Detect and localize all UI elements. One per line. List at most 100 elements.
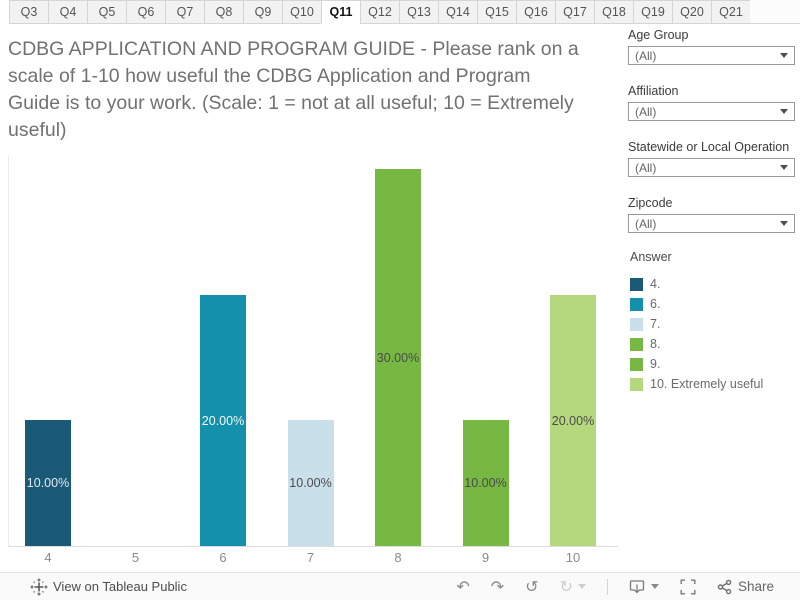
tab-q9[interactable]: Q9 <box>243 0 282 24</box>
x-axis-label-8: 8 <box>394 550 402 565</box>
toolbar-actions: ↶ ↷ ↺ ↻ <box>456 576 774 596</box>
bar-9[interactable]: 10.00% <box>462 420 509 546</box>
reset-button[interactable]: ↺ <box>525 576 539 596</box>
tab-q4[interactable]: Q4 <box>48 0 87 24</box>
legend-label: 10. Extremely useful <box>650 377 764 391</box>
fullscreen-icon <box>680 579 696 594</box>
redo-button[interactable]: ↷ <box>490 576 505 596</box>
tab-q20[interactable]: Q20 <box>672 0 711 24</box>
bar-10[interactable]: 20.00% <box>550 295 596 546</box>
title-line: useful) <box>8 119 67 141</box>
legend-item-7[interactable]: 7. <box>630 314 798 334</box>
bar-value-label: 10.00% <box>464 476 507 490</box>
tab-q6[interactable]: Q6 <box>126 0 165 24</box>
filter-label: Affiliation <box>628 84 679 98</box>
filter-label: Zipcode <box>628 196 673 210</box>
bar-8[interactable]: 30.00% <box>375 169 421 546</box>
refresh-chevron-down-icon <box>577 584 586 589</box>
tab-q18[interactable]: Q18 <box>594 0 633 24</box>
bar-value-label: 10.00% <box>289 476 332 490</box>
legend-label: 9. <box>650 357 661 371</box>
legend-swatch <box>630 357 643 371</box>
filter-label: Statewide or Local Operation <box>628 140 790 154</box>
fullscreen-button[interactable] <box>680 579 696 595</box>
legend-item-4[interactable]: 4. <box>630 274 798 294</box>
tab-q7[interactable]: Q7 <box>165 0 204 24</box>
legend-title: Answer <box>630 250 672 264</box>
legend-label: 7. <box>650 317 661 331</box>
legend-label: 8. <box>650 337 661 351</box>
page-title: CDBG APPLICATION AND PROGRAM GUIDE - Ple… <box>8 36 623 144</box>
legend-item-10-extremely-useful[interactable]: 10. Extremely useful <box>630 374 798 394</box>
x-axis-label-7: 7 <box>306 550 315 565</box>
legend-item-9[interactable]: 9. <box>630 354 798 374</box>
x-axis-line <box>8 546 618 547</box>
refresh-button[interactable]: ↻ <box>559 576 586 596</box>
bottom-toolbar: View on Tableau Public ↶ ↷ ↺ ↻ <box>0 572 800 600</box>
legend-items: 4. 6. 7. 8. 9. 10. Extremely useful <box>630 274 798 394</box>
legend-swatch <box>630 297 643 311</box>
chevron-down-icon <box>780 109 788 114</box>
share-button[interactable]: Share <box>717 579 774 595</box>
legend-label: 4. <box>650 277 661 291</box>
bar-value-label: 20.00% <box>551 413 595 428</box>
bar-7[interactable]: 10.00% <box>287 420 334 546</box>
download-chevron-down-icon <box>650 584 659 589</box>
x-axis-label-4: 4 <box>44 550 52 565</box>
dropdown-value: (All) <box>635 160 657 175</box>
bar-4[interactable]: 10.00% <box>25 420 71 546</box>
filter-statewide-or-local-operation: Statewide or Local Operation (All) <box>628 140 796 177</box>
tab-filler <box>750 0 800 24</box>
view-on-tableau-public-label: View on Tableau Public <box>53 579 187 594</box>
tab-q15[interactable]: Q15 <box>477 0 516 24</box>
undo-button[interactable]: ↶ <box>456 576 470 596</box>
tableau-logo-icon <box>30 578 48 595</box>
tab-q13[interactable]: Q13 <box>399 0 438 24</box>
share-icon <box>717 579 732 594</box>
title-line: CDBG APPLICATION AND PROGRAM GUIDE - Ple… <box>8 38 579 60</box>
filter-zipcode: Zipcode (All) <box>628 196 796 233</box>
legend: Answer 4. 6. 7. 8. 9. 10. Extremely useful <box>630 250 798 394</box>
legend-swatch <box>630 317 643 331</box>
tab-q3[interactable]: Q3 <box>9 0 48 24</box>
x-axis-label-10: 10 <box>565 550 581 565</box>
legend-label: 6. <box>650 297 661 311</box>
refresh-icon: ↻ <box>559 576 573 596</box>
legend-swatch <box>630 377 643 391</box>
dropdown-value: (All) <box>635 216 657 231</box>
bar-value-label: 30.00% <box>376 350 420 365</box>
tab-q14[interactable]: Q14 <box>438 0 477 24</box>
tab-q12[interactable]: Q12 <box>360 0 399 24</box>
filter-dropdown-age-group[interactable]: (All) <box>628 46 795 65</box>
chart-left-border <box>8 155 9 546</box>
x-axis-label-6: 6 <box>219 550 227 565</box>
filter-dropdown-statewide-or-local-operation[interactable]: (All) <box>628 158 795 177</box>
chevron-down-icon <box>780 165 788 170</box>
x-axis-labels: 4 5 6 7 8 9 10 <box>0 550 620 566</box>
x-axis-label-5: 5 <box>131 550 140 565</box>
filter-dropdown-zipcode[interactable]: (All) <box>628 214 795 233</box>
tab-q21[interactable]: Q21 <box>711 0 750 24</box>
legend-item-8[interactable]: 8. <box>630 334 798 354</box>
tab-q8[interactable]: Q8 <box>204 0 243 24</box>
view-on-tableau-public-link[interactable]: View on Tableau Public <box>30 578 187 596</box>
title-line: scale of 1-10 how useful the CDBG Applic… <box>8 65 531 87</box>
toolbar-divider <box>606 578 608 595</box>
tab-q17[interactable]: Q17 <box>555 0 594 24</box>
tab-q16[interactable]: Q16 <box>516 0 555 24</box>
legend-item-6[interactable]: 6. <box>630 294 798 314</box>
filters-panel: Answer 4. 6. 7. 8. 9. 10. Extremely useful Ag… <box>620 24 800 572</box>
tab-q11[interactable]: Q11 <box>321 0 360 24</box>
legend-swatch <box>630 337 643 351</box>
bar-6[interactable]: 20.00% <box>200 295 246 546</box>
tab-q10[interactable]: Q10 <box>282 0 321 24</box>
chevron-down-icon <box>780 221 788 226</box>
title-line: Guide is to your work. (Scale: 1 = not a… <box>8 92 574 114</box>
tab-q5[interactable]: Q5 <box>87 0 126 24</box>
filter-dropdown-affiliation[interactable]: (All) <box>628 102 795 121</box>
tab-q19[interactable]: Q19 <box>633 0 672 24</box>
bar-value-label: 20.00% <box>201 413 245 428</box>
dropdown-value: (All) <box>635 104 657 119</box>
filter-affiliation: Affiliation (All) <box>628 84 796 121</box>
download-button[interactable] <box>629 579 659 595</box>
